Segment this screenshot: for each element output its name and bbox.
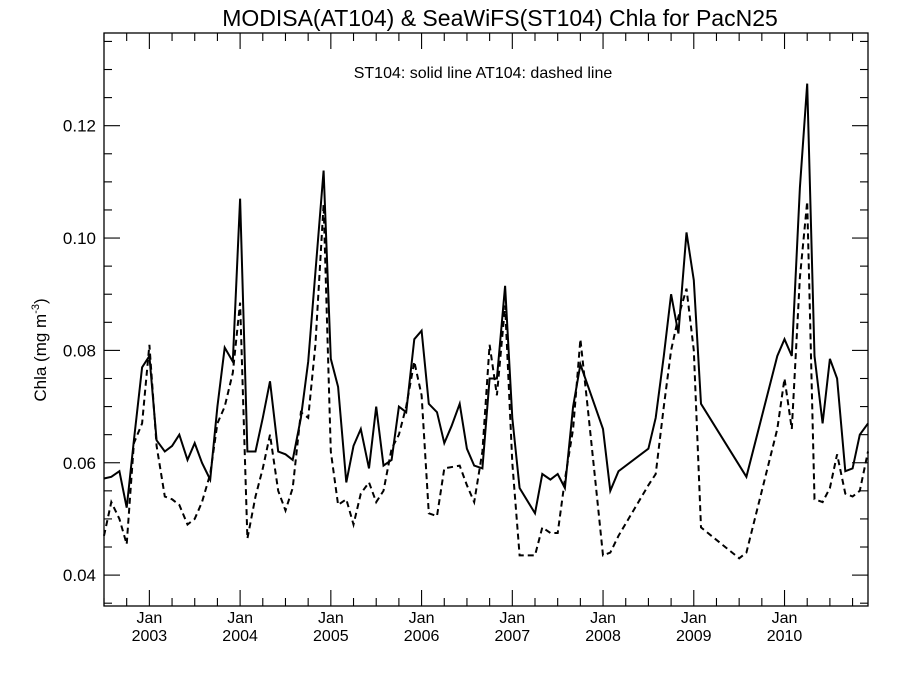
y-tick-label: 0.12 [63,117,96,136]
y-tick-label: 0.08 [63,341,96,360]
x-tick-month-label: Jan [136,610,162,627]
series-line-solid [103,83,869,517]
plot-frame [103,32,869,607]
y-axis-label-main: Chla (mg m [31,314,50,402]
x-tick-month-label: Jan [318,610,344,627]
legend-annotation: ST104: solid line AT104: dashed line [354,65,613,82]
x-tick-year-label: 2005 [313,628,349,645]
x-tick-year-label: 2010 [767,628,803,645]
series-line-dashed [103,201,869,560]
x-tick-month-label: Jan [227,610,253,627]
x-tick-month-label: Jan [772,610,798,627]
x-tick-year-label: 2007 [495,628,531,645]
y-tick-label: 0.10 [63,229,96,248]
chart-title: MODISA(AT104) & SeaWiFS(ST104) Chla for … [222,5,778,31]
x-tick-month-label: Jan [499,610,525,627]
series-lines [103,83,869,560]
x-tick-month-label: Jan [590,610,616,627]
x-tick-year-label: 2003 [132,628,168,645]
y-axis-label: Chla (mg m-3) [30,298,50,401]
y-tick-label: 0.06 [63,454,96,473]
x-tick-year-label: 2008 [585,628,621,645]
y-tick-labels: 0.04 0.06 0.08 0.10 0.12 [63,117,96,585]
x-tick-month-label: Jan [681,610,707,627]
y-axis-label-close: ) [31,298,50,304]
x-tick-year-label: 2009 [676,628,712,645]
x-tick-year-label: 2004 [222,628,258,645]
axis-ticks [103,33,868,606]
x-tick-year-label: 2006 [404,628,440,645]
x-tick-labels: Jan2003Jan2004Jan2005Jan2006Jan2007Jan20… [132,610,803,645]
y-tick-label: 0.04 [63,566,96,585]
y-axis-label-superscript: -3 [30,304,42,314]
x-tick-month-label: Jan [409,610,435,627]
